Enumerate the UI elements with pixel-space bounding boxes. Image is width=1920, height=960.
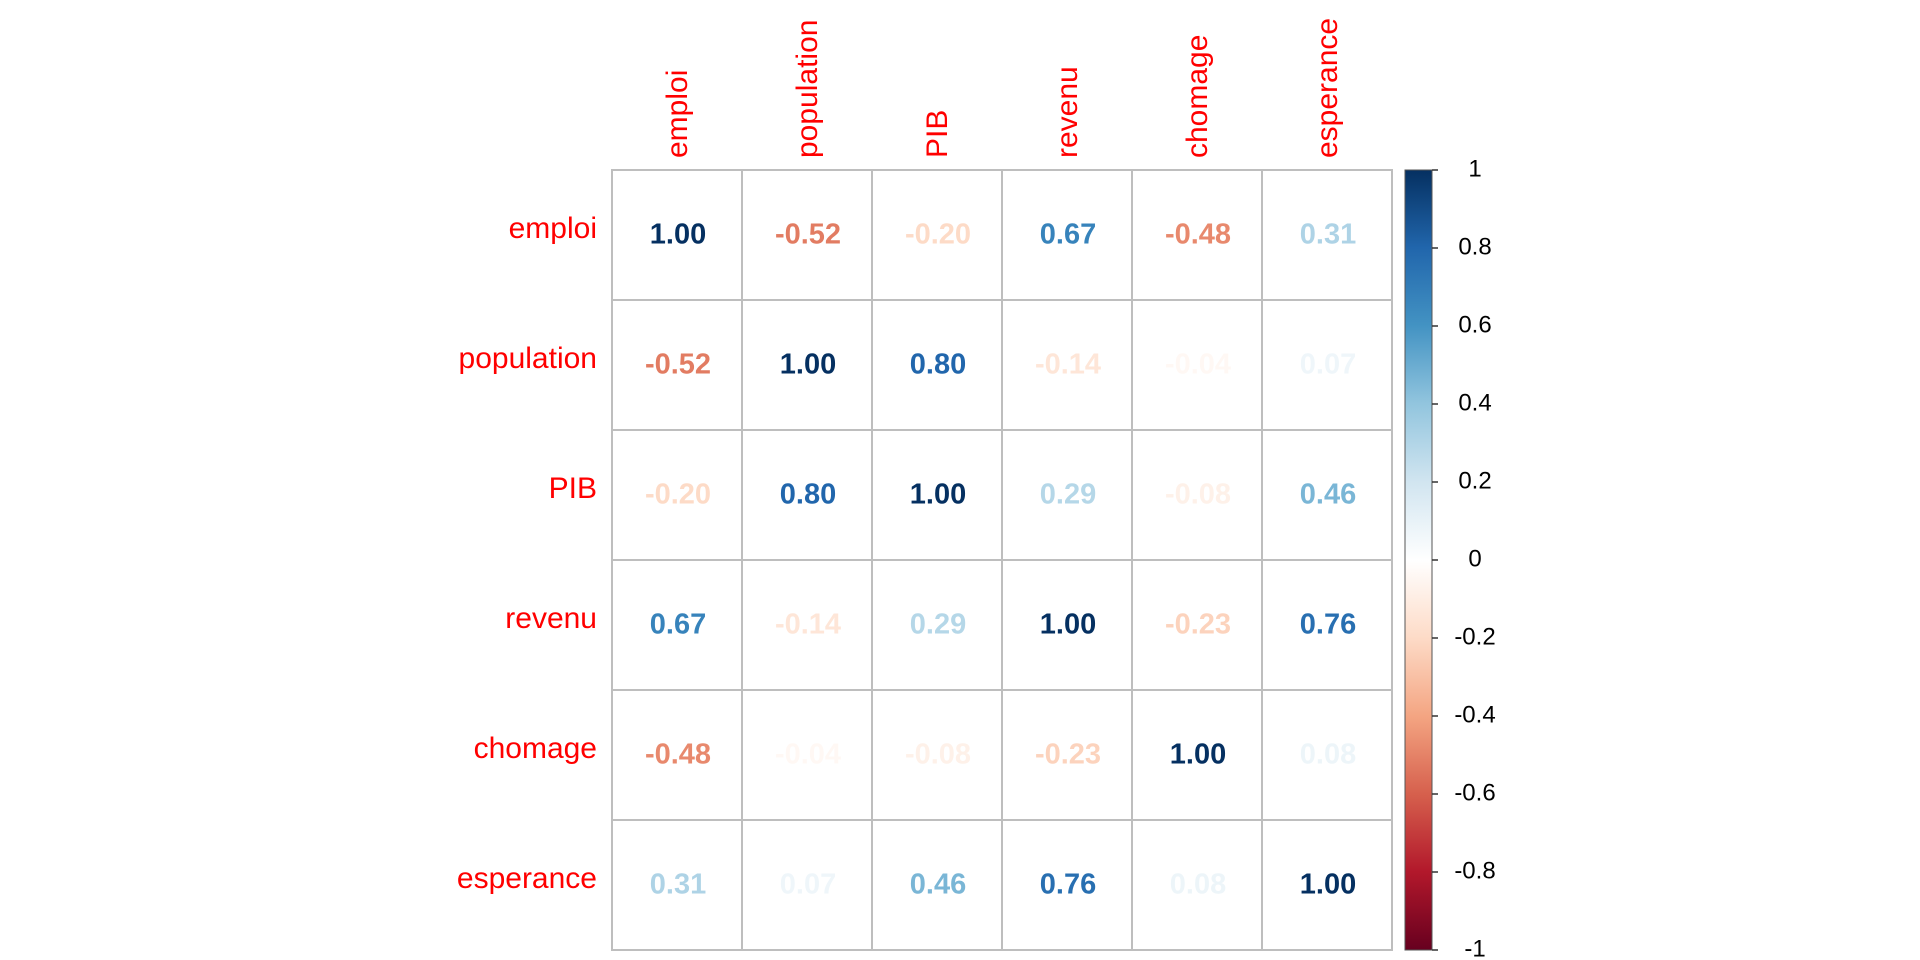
column-label-chomage: chomage — [1181, 35, 1214, 158]
column-label-emploi: emploi — [661, 70, 694, 158]
cell-value: 0.29 — [910, 609, 966, 641]
cell-value: -0.52 — [775, 219, 841, 251]
legend-tick-label: 0 — [1468, 545, 1481, 572]
cell-value: -0.20 — [645, 479, 711, 511]
cell-revenu-emploi — [611, 559, 743, 691]
cell-population-population — [741, 299, 873, 431]
cell-value: -0.04 — [1165, 349, 1231, 381]
cell-value: 0.07 — [780, 869, 836, 901]
cell-chomage-revenu — [1001, 689, 1133, 821]
cell-revenu-population — [741, 559, 873, 691]
cell-value: -0.52 — [645, 349, 711, 381]
cell-population-revenu — [1001, 299, 1133, 431]
cell-value: 1.00 — [1170, 739, 1226, 771]
row-labels: emploi population PIB revenu chomage esperanc… — [457, 212, 597, 895]
cell-esperance-emploi — [611, 819, 743, 951]
cell-esperance-esperance — [1261, 819, 1393, 951]
cell-value: -0.14 — [775, 609, 841, 641]
cell-value: 0.29 — [1040, 479, 1096, 511]
cell-value: 0.08 — [1300, 739, 1356, 771]
cell-value: 0.07 — [1300, 349, 1356, 381]
cell-emploi-esperance — [1261, 169, 1393, 301]
cell-pib-chomage — [1131, 429, 1263, 561]
row-label-population: population — [459, 342, 597, 375]
cell-value: -0.48 — [1165, 219, 1231, 251]
cell-population-esperance — [1261, 299, 1393, 431]
row-label-emploi: emploi — [509, 212, 597, 245]
cell-value: 0.80 — [910, 349, 966, 381]
legend-tick-label: -0.2 — [1454, 623, 1495, 650]
cell-chomage-chomage — [1131, 689, 1263, 821]
cell-value: 0.46 — [910, 869, 966, 901]
cell-emploi-revenu — [1001, 169, 1133, 301]
row-label-chomage: chomage — [474, 732, 597, 765]
cell-revenu-pib — [871, 559, 1003, 691]
legend-tick-label: -0.4 — [1454, 701, 1495, 728]
legend-tick-label: -0.8 — [1454, 857, 1495, 884]
cell-value: 0.31 — [650, 869, 706, 901]
cell-emploi-population — [741, 169, 873, 301]
cell-value: -0.20 — [905, 219, 971, 251]
row-label-esperance: esperance — [457, 862, 597, 895]
cell-value: -0.14 — [1035, 349, 1101, 381]
legend-tick-label: -0.6 — [1454, 779, 1495, 806]
cell-value: -0.48 — [645, 739, 711, 771]
cell-chomage-emploi — [611, 689, 743, 821]
cell-value: 1.00 — [1040, 609, 1096, 641]
cell-value: 1.00 — [1300, 869, 1356, 901]
cell-revenu-revenu — [1001, 559, 1133, 691]
cell-pib-revenu — [1001, 429, 1133, 561]
row-label-pib: PIB — [549, 472, 597, 505]
cell-value: 1.00 — [910, 479, 966, 511]
column-labels: emploi population PIB revenu chomage esperanc… — [661, 18, 1344, 158]
legend-colorbar — [1404, 169, 1433, 951]
cell-emploi-emploi — [611, 169, 743, 301]
cell-value: 1.00 — [650, 219, 706, 251]
cell-value: 0.67 — [1040, 219, 1096, 251]
column-label-revenu: revenu — [1051, 66, 1084, 158]
column-label-population: population — [791, 20, 824, 158]
cell-value: 0.76 — [1040, 869, 1096, 901]
cell-value: 1.00 — [780, 349, 836, 381]
color-legend: 1 0.8 0.6 0.4 0.2 0 -0.2 -0.4 -0.6 -0.8 -1 — [1404, 155, 1496, 960]
legend-tick-label: 0.4 — [1458, 389, 1491, 416]
cell-value: 0.46 — [1300, 479, 1356, 511]
cell-value: -0.08 — [1165, 479, 1231, 511]
grid-border — [611, 169, 1393, 951]
cell-value: 0.08 — [1170, 869, 1226, 901]
cell-value: -0.08 — [905, 739, 971, 771]
cell-pib-population — [741, 429, 873, 561]
legend-tick-label: 0.6 — [1458, 311, 1491, 338]
cell-pib-esperance — [1261, 429, 1393, 561]
row-label-revenu: revenu — [505, 602, 597, 635]
cell-value: -0.04 — [775, 739, 841, 771]
legend-tick-label: 1 — [1468, 155, 1481, 182]
column-label-esperance: esperance — [1311, 18, 1344, 158]
cell-value: 0.76 — [1300, 609, 1356, 641]
cell-value: -0.23 — [1165, 609, 1231, 641]
legend-tick-label: -1 — [1464, 935, 1485, 960]
legend-tick-label: 0.2 — [1458, 467, 1491, 494]
legend-tick-label: 0.8 — [1458, 233, 1491, 260]
column-label-pib: PIB — [921, 110, 954, 158]
cell-value: 0.67 — [650, 609, 706, 641]
cell-value: 0.80 — [780, 479, 836, 511]
correlation-grid: 1.00 -0.52 -0.20 0.67 -0.48 0.31 -0.52 1.00 0.80… — [611, 169, 1393, 951]
cell-revenu-chomage — [1131, 559, 1263, 691]
cell-chomage-pib — [871, 689, 1003, 821]
cell-value: -0.23 — [1035, 739, 1101, 771]
cell-value: 0.31 — [1300, 219, 1356, 251]
